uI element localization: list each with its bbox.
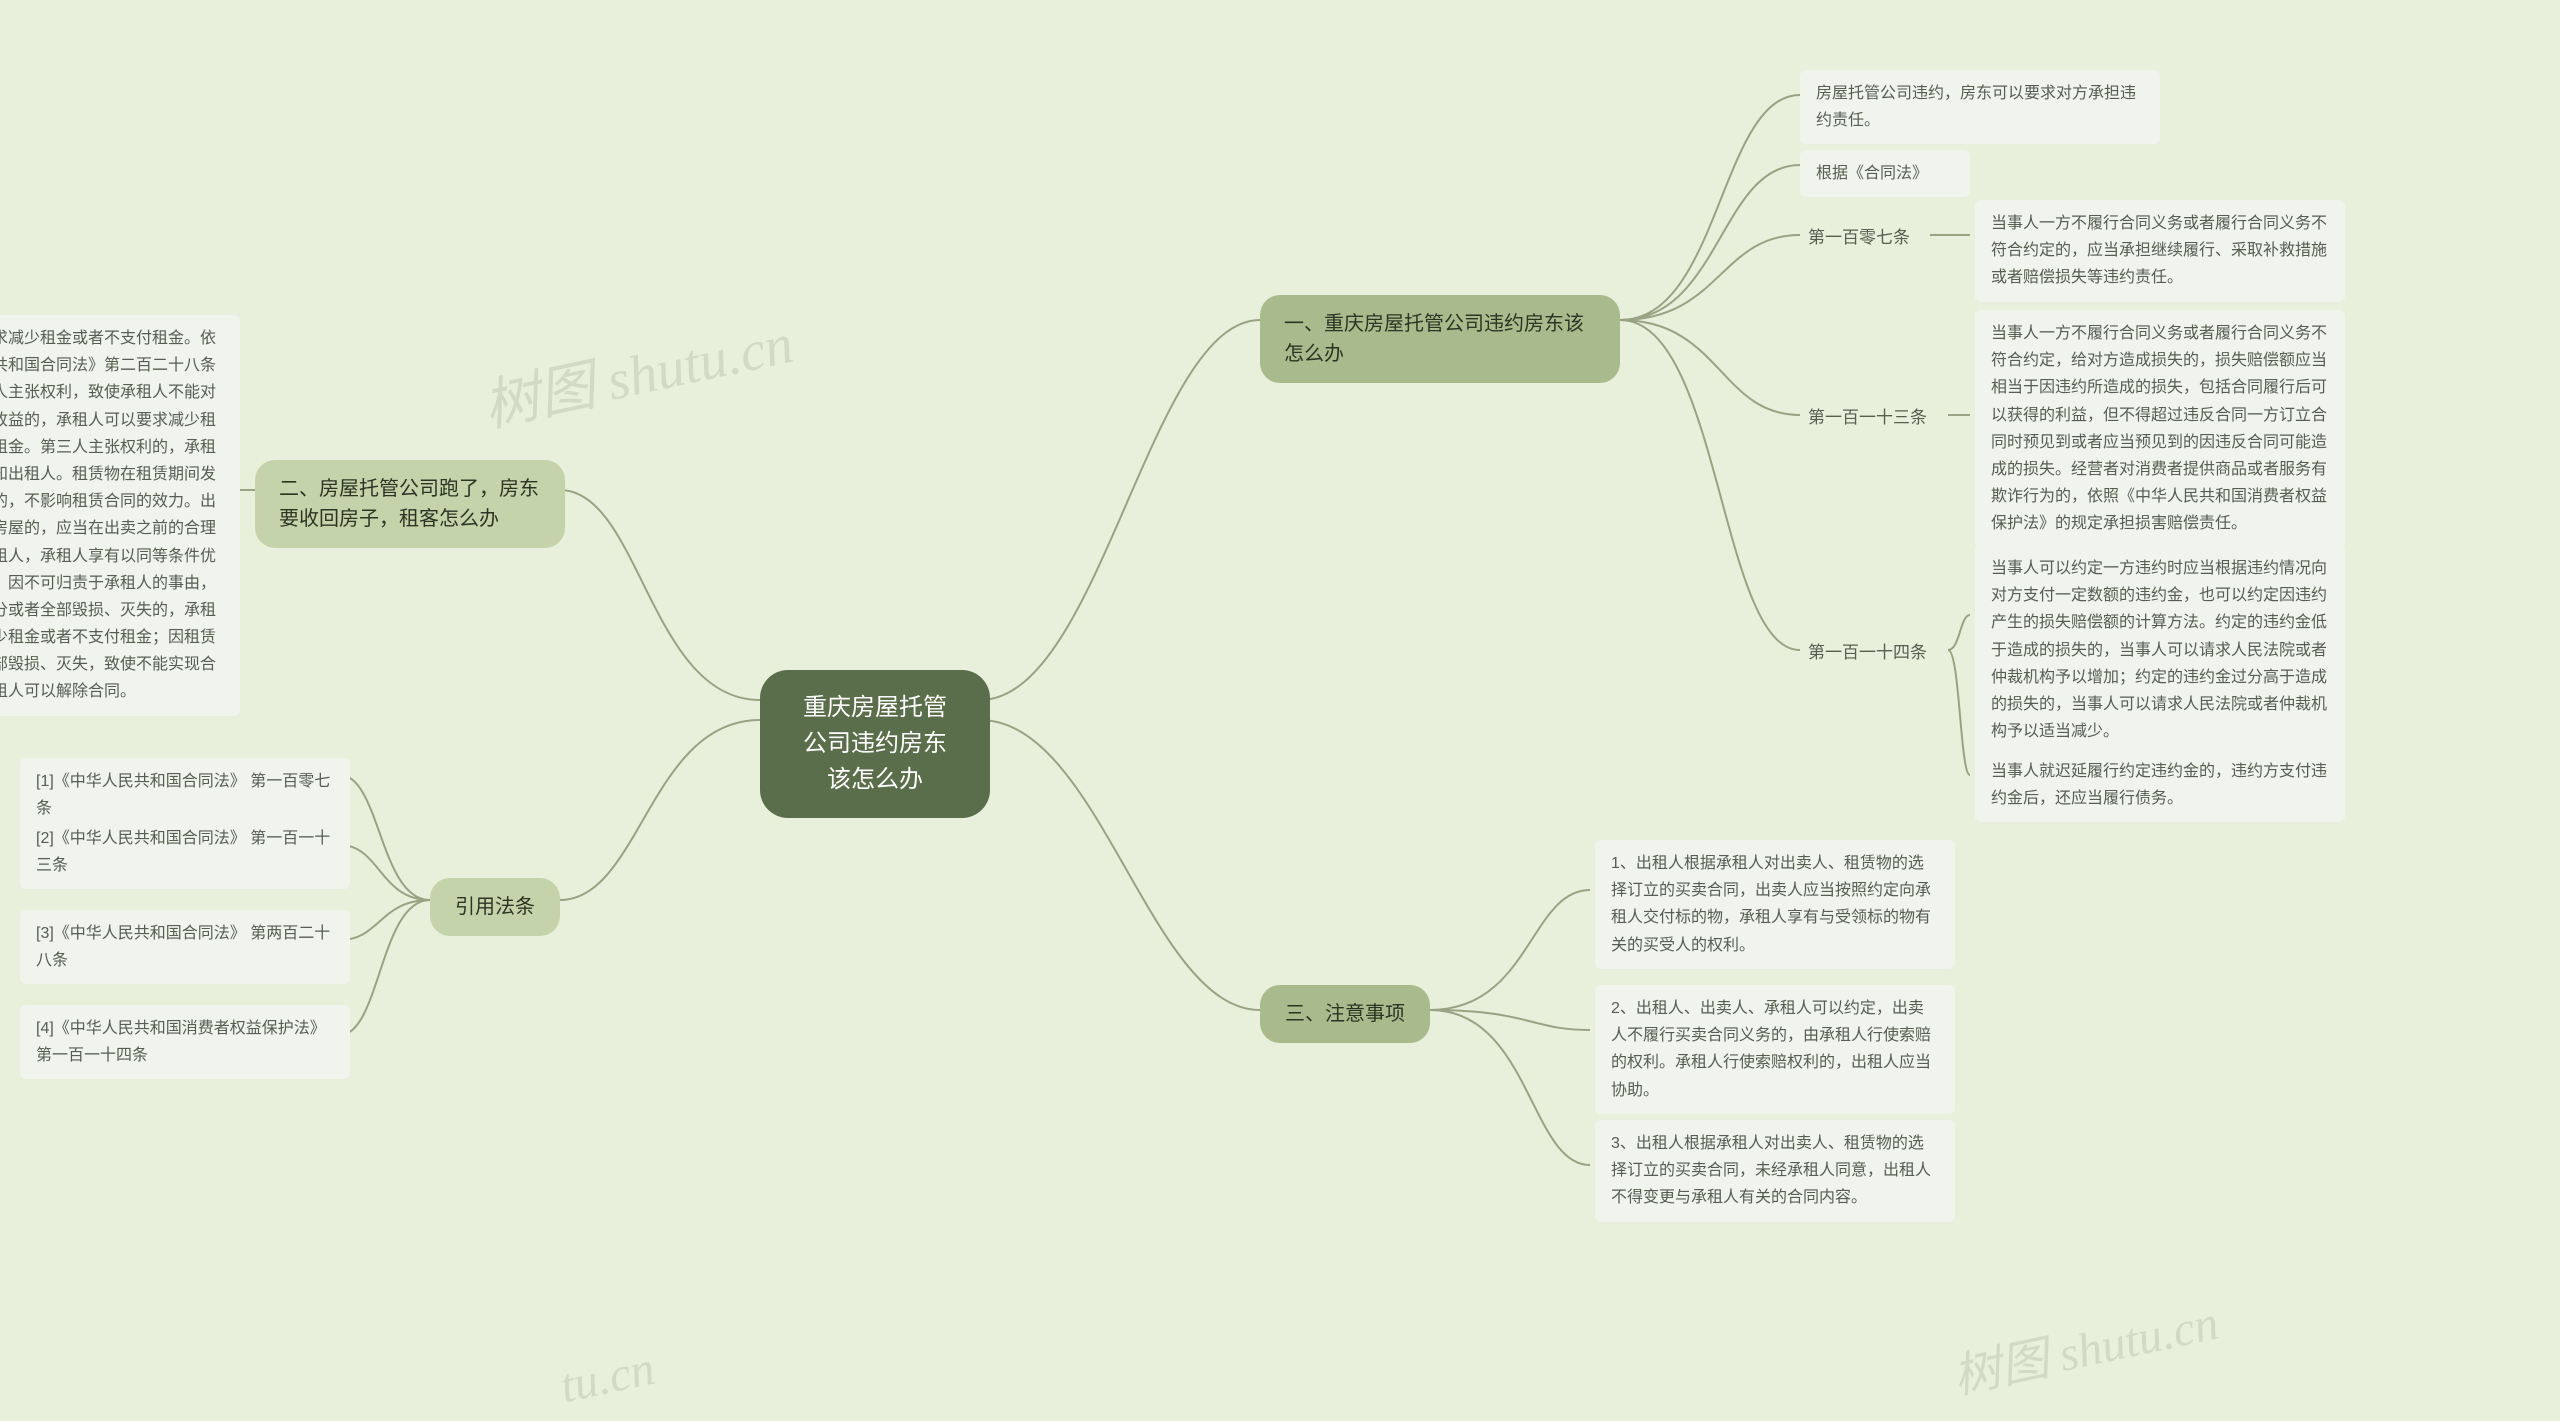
branch1-title: 一、重庆房屋托管公司违约房东该怎么办 xyxy=(1284,309,1596,369)
branch3-node[interactable]: 三、注意事项 xyxy=(1260,985,1430,1043)
center-node[interactable]: 重庆房屋托管公司违约房东该怎么办 xyxy=(760,670,990,818)
branch1-107-text: 当事人一方不履行合同义务或者履行合同义务不符合约定的，应当承担继续履行、采取补救… xyxy=(1975,200,2345,302)
branch4-node[interactable]: 引用法条 xyxy=(430,878,560,936)
branch2-title: 二、房屋托管公司跑了，房东要收回房子，租客怎么办 xyxy=(279,474,541,534)
branch4-item2: [2]《中华人民共和国合同法》 第一百一十三条 xyxy=(20,815,350,889)
branch4-item3: [3]《中华人民共和国合同法》 第两百二十八条 xyxy=(20,910,350,984)
watermark: 树图 shutu.cn xyxy=(475,298,799,443)
branch3-title: 三、注意事项 xyxy=(1285,999,1405,1029)
branch1-114-text-b: 当事人就迟延履行约定违约金的，违约方支付违约金后，还应当履行债务。 xyxy=(1975,748,2345,822)
branch2-node[interactable]: 二、房屋托管公司跑了，房东要收回房子，租客怎么办 xyxy=(255,460,565,548)
branch4-title: 引用法条 xyxy=(455,892,535,922)
branch1-113-text: 当事人一方不履行合同义务或者履行合同义务不符合约定，给对方造成损失的，损失赔偿额… xyxy=(1975,310,2345,548)
branch2-leaf: 承租人可以要求减少租金或者不支付租金。依据《中华人民共和国合同法》第二百二十八条… xyxy=(0,315,240,716)
branch1-107-label: 第一百零七条 xyxy=(1808,223,1910,248)
branch1-leaf-b: 根据《合同法》 xyxy=(1800,150,1970,197)
branch3-item2: 2、出租人、出卖人、承租人可以约定，出卖人不履行买卖合同义务的，由承租人行使索赔… xyxy=(1595,985,1955,1114)
branch3-item3: 3、出租人根据承租人对出卖人、租赁物的选择订立的买卖合同，未经承租人同意，出租人… xyxy=(1595,1120,1955,1222)
branch1-114-text-a: 当事人可以约定一方违约时应当根据违约情况向对方支付一定数额的违约金，也可以约定因… xyxy=(1975,545,2345,755)
branch1-leaf-a: 房屋托管公司违约，房东可以要求对方承担违约责任。 xyxy=(1800,70,2160,144)
watermark: 树图 shutu.cn xyxy=(1946,1283,2224,1407)
watermark: tu.cn xyxy=(555,1341,659,1414)
branch1-113-label: 第一百一十三条 xyxy=(1808,403,1927,428)
branch1-114-label: 第一百一十四条 xyxy=(1808,638,1927,663)
branch4-item4: [4]《中华人民共和国消费者权益保护法》 第一百一十四条 xyxy=(20,1005,350,1079)
branch3-item1: 1、出租人根据承租人对出卖人、租赁物的选择订立的买卖合同，出卖人应当按照约定向承… xyxy=(1595,840,1955,969)
branch1-node[interactable]: 一、重庆房屋托管公司违约房东该怎么办 xyxy=(1260,295,1620,383)
center-title: 重庆房屋托管公司违约房东该怎么办 xyxy=(796,690,954,798)
